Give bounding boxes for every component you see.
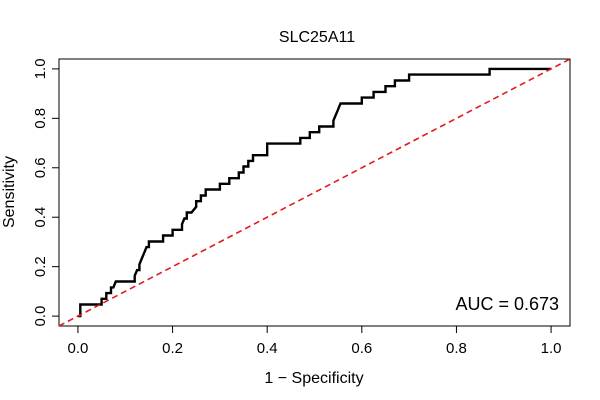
reference-diagonal-line xyxy=(58,58,571,327)
x-tick-label: 0.6 xyxy=(351,340,372,357)
x-tick-label: 0.2 xyxy=(162,340,183,357)
y-axis: 0.0 0.2 0.4 0.6 0.8 1.0 xyxy=(32,58,60,327)
x-tick-label: 0.8 xyxy=(446,340,467,357)
y-tick-label: 0.8 xyxy=(32,108,49,129)
auc-annotation: AUC = 0.673 xyxy=(455,294,559,314)
x-axis: 0.0 0.2 0.4 0.6 0.8 1.0 xyxy=(67,325,562,357)
y-tick-label: 0.0 xyxy=(32,306,49,327)
x-tick-label: 0.0 xyxy=(67,340,88,357)
x-axis-label: 1 − Specificity xyxy=(264,370,363,387)
chart-title: SLC25A11 xyxy=(279,29,355,46)
x-tick-label: 0.4 xyxy=(257,340,278,357)
plot-series xyxy=(58,58,571,327)
y-tick-label: 0.2 xyxy=(32,256,49,277)
x-tick-label: 1.0 xyxy=(541,340,562,357)
y-tick-label: 0.6 xyxy=(32,157,49,178)
y-tick-label: 0.4 xyxy=(32,207,49,228)
y-tick-label: 1.0 xyxy=(32,58,49,79)
roc-curve-line xyxy=(77,67,552,318)
y-axis-label: Sensitivity xyxy=(1,156,18,228)
